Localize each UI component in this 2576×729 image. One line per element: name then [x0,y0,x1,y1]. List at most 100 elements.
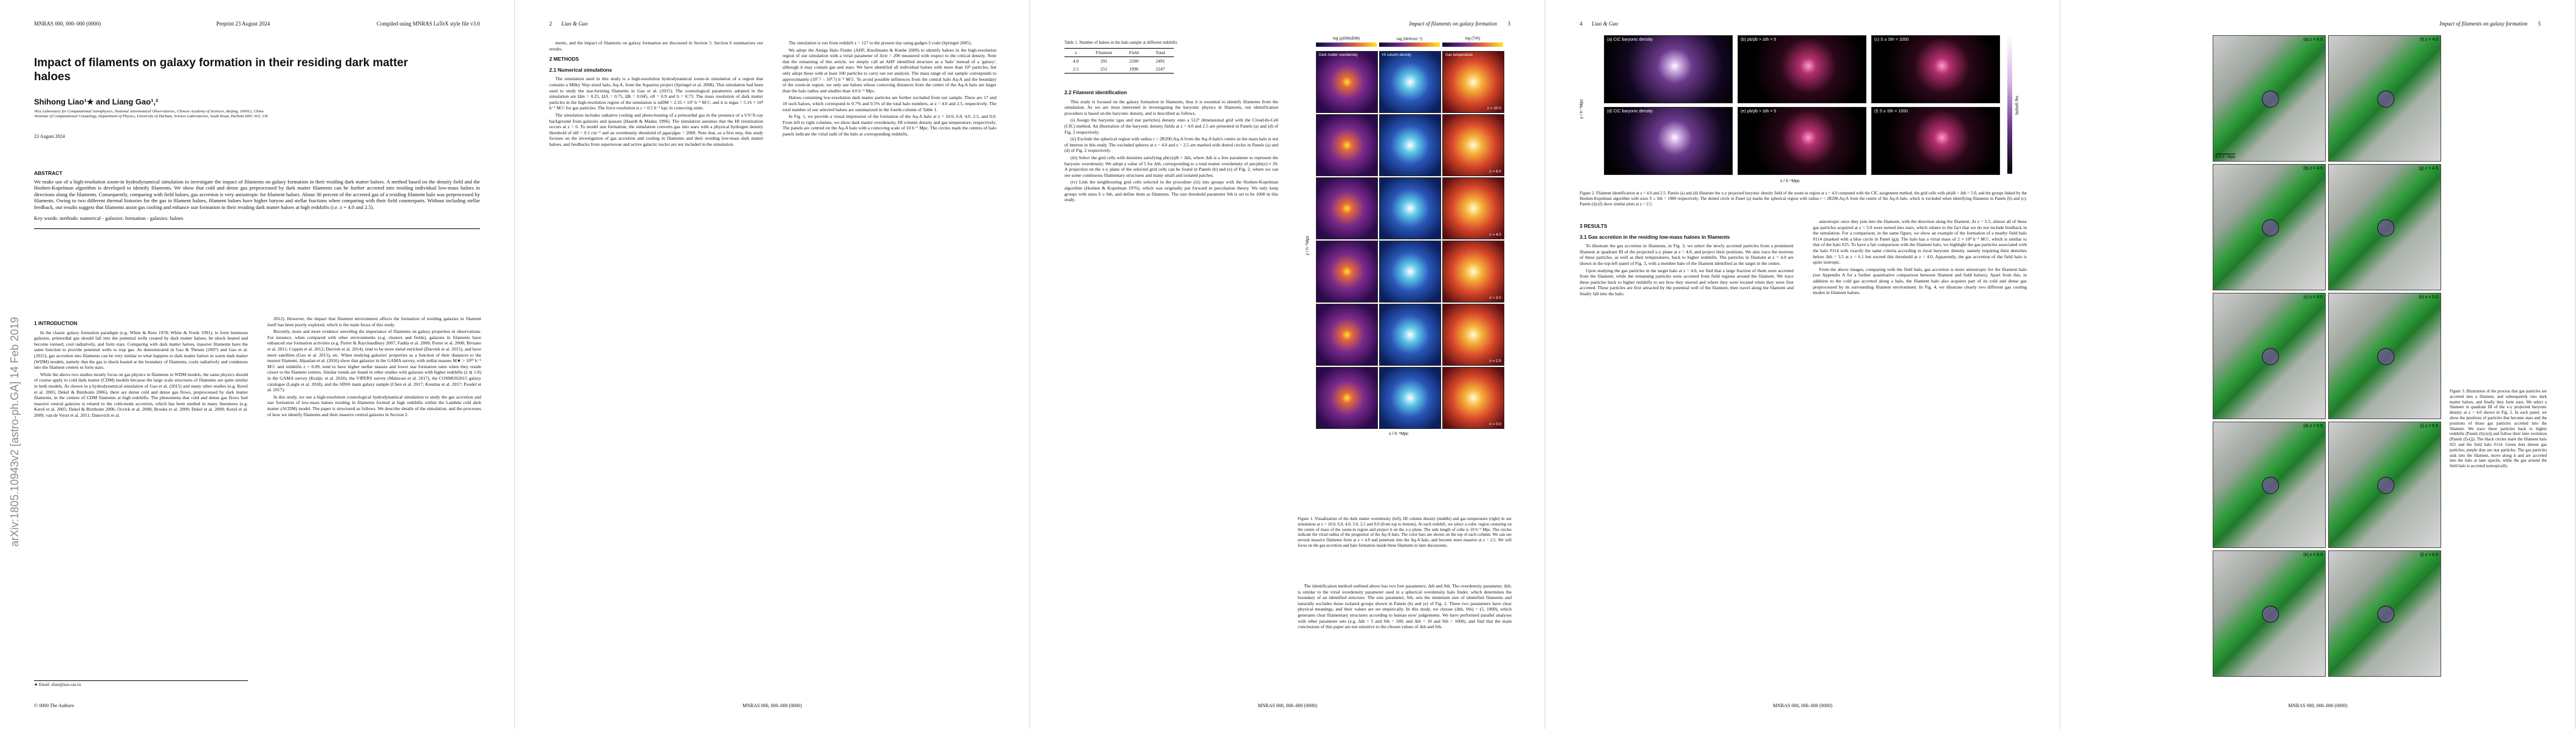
column: 1 INTRODUCTION In the classic galaxy form… [34,316,248,680]
keywords: Key words: methods: numerical - galaxies… [34,215,183,222]
image-panel: Dark matter overdensity [1316,51,1378,113]
redshift-label: z = 3.0 [1489,296,1501,300]
paragraph: The identification method outlined above… [1298,583,1512,630]
redshift-label: z = 2.5 [1489,359,1501,363]
image-panel [1379,241,1441,303]
column: 2.2 Filament identification This study is… [1064,85,1278,686]
table-cell: 1996 [1129,66,1139,72]
section-heading: 2 METHODS [549,56,579,63]
panel-label: (j) z = 6.0 [2420,553,2438,557]
table-cell: 2247 [1156,66,1165,72]
image-panel: Gas temperature z = 10.0 [1442,51,1504,113]
image-panel: z = 2.5 [1442,304,1504,366]
image-panel [1316,241,1378,303]
table-block: Table 1. Number of haloes in the halo sa… [1064,40,1278,74]
journal: MNRAS 000, 000–000 (0000) [34,21,101,27]
colorbar-label: log (ρb/ρ̄b) [2015,96,2019,115]
running-title: Impact of filaments on galaxy formation [2439,21,2527,27]
halo-circle [2377,606,2394,623]
table-cell: 4.0 [1073,58,1079,64]
halo-circle [2262,477,2279,494]
page: Impact of filaments on galaxy formation … [1030,0,1544,729]
panel-label: (h) z = 5.0 [2419,295,2438,299]
table-caption: Table 1. Number of haloes in the halo sa… [1064,40,1177,45]
image-panel: (e) ρb/ρ̄b > Δth = 5 [1738,107,1866,175]
panel-title: Dark matter overdensity [1319,53,1358,57]
redshift-label: z = 6.0 [1489,169,1501,174]
x-axis-label: x / h⁻¹Mpc [1389,432,1409,436]
panel-label: (i) z = 5.5 [2420,424,2438,428]
paragraph: Upon studying the gas particles in the t… [1580,267,1793,296]
column: 3 RESULTS 3.1 Gas accretion in the residi… [1580,219,1793,686]
paragraph: The simulation is run from redshift z = … [789,40,972,46]
column: ments, and the impact of filaments on ga… [549,40,763,690]
halo-circle [2262,348,2279,365]
panel-label: (g) z = 4.5 [2419,166,2438,171]
section-heading: 3 RESULTS [1580,223,1608,229]
figure: (a) z = 4.0 0.5 h⁻¹Mpc (b) z = 4.5 (c) z = … [2213,35,2444,691]
figure-caption: Figure 3. Illustration of the process th… [2450,389,2547,469]
panel-label: (a) z = 4.0 [2303,38,2323,42]
footer: MNRAS 000, 000–000 (0000) [1773,703,1832,708]
image-panel [1379,177,1441,239]
title: Impact of filaments on galaxy formation … [34,56,408,83]
image-panel: (f) z = 4.0 [2328,35,2441,162]
section-heading: 3.1 Gas accretion in the residing low-ma… [1580,233,1730,240]
abstract: ABSTRACT We make use of a high-resolutio… [34,170,480,230]
image-panel: (h) z = 5.0 [2328,293,2441,419]
section-heading: 2.2 Filament identification [1064,89,1127,95]
image-panel: (f) S ≥ Sth = 1000 [1871,107,2000,175]
column: The simulation is run from redshift z = … [783,40,996,690]
image-panel [1316,304,1378,366]
table-cell: 2200 [1129,58,1139,64]
page: MNRAS 000, 000–000 (0000) Preprint 23 Au… [0,0,514,729]
footer: MNRAS 000, 000–000 (0000) [2288,703,2348,708]
page-number: 4 [1580,21,1583,27]
figure: (a) CIC baryonic density (b) ρb/ρ̄b > Δth… [1580,35,2027,187]
halo-circle [2262,219,2279,236]
panel-label: (b) ρb/ρ̄b > Δth = 5 [1741,38,1776,42]
arxiv-stamp: arXiv:1805.10943v2 [astro-ph.GA] 14 Feb … [9,317,21,547]
image-panel [1316,367,1378,429]
image-panel: (b) ρb/ρ̄b > Δth = 5 [1738,35,1866,103]
paragraph: In Fig. 1, we provide a visual impressio… [783,114,996,137]
halo-circle [2377,477,2394,494]
section-heading: 1 INTRODUCTION [34,320,78,326]
running-header: MNRAS 000, 000–000 (0000) Preprint 23 Au… [34,21,480,29]
image-panel: z = 6.0 [1442,114,1504,176]
affiliation: ²Institute of Computational Cosmology, D… [34,114,269,119]
table-cell: 251 [1100,66,1108,72]
paragraph: Haloes containing low-resolution dark ma… [783,95,996,112]
panel-label: (f) z = 4.0 [2420,38,2438,42]
paragraph: (iv) Link the neighbouring grid cells se… [1064,179,1278,203]
abstract-heading: ABSTRACT [34,170,63,176]
image-panel [1379,114,1441,176]
affiliations: ¹Key Laboratory for Computational Astrop… [34,109,478,120]
image-panel: (j) z = 6.0 [2328,550,2441,677]
panel-label: (f) S ≥ Sth = 1000 [1874,109,1908,114]
panel-label: (b) z = 4.5 [2303,166,2323,171]
table-header-cell: Filament [1095,49,1112,55]
figure: log (ρDM/ρ̄DM) log (NHI/cm⁻²) log (T/K) Dar… [1298,36,1512,510]
image-panel [1316,114,1378,176]
column: 2012). However, the impact that filament… [267,316,481,686]
panel-label: (c) z = 5.0 [2303,295,2323,299]
authors: Shihong Liao¹★ and Liang Gao¹,² [34,97,159,106]
redshift-label: z = 10.0 [1487,106,1501,111]
paragraph: In this study, we use a high-resolution … [267,394,481,417]
panel-label: (d) CIC baryonic density [1607,109,1653,114]
y-axis-label: y / h⁻¹Mpc [1580,99,1584,119]
image-panel: (i) z = 5.5 [2328,422,2441,548]
image-panel: (b) z = 4.5 [2213,164,2326,290]
footer: MNRAS 000, 000–000 (0000) [742,703,802,708]
paragraph: In the classic galaxy formation paradigm… [34,329,248,371]
running-authors: Liao & Gao [1592,21,1619,27]
image-panel: z = 4.0 [1442,177,1504,239]
panel-label: (d) z = 5.5 [2303,424,2323,428]
paragraph: We adopt the Amiga Halo Finder (AHF, Kno… [783,47,996,94]
column: The identification method outlined above… [1298,583,1512,686]
paragraph: anisotropic once they join into the fila… [1813,219,2027,265]
paragraph: From the above images, comparing with th… [1813,266,2027,296]
colorbar [1379,43,1440,47]
running-header: 4 Liao & Gao [1580,21,2026,29]
